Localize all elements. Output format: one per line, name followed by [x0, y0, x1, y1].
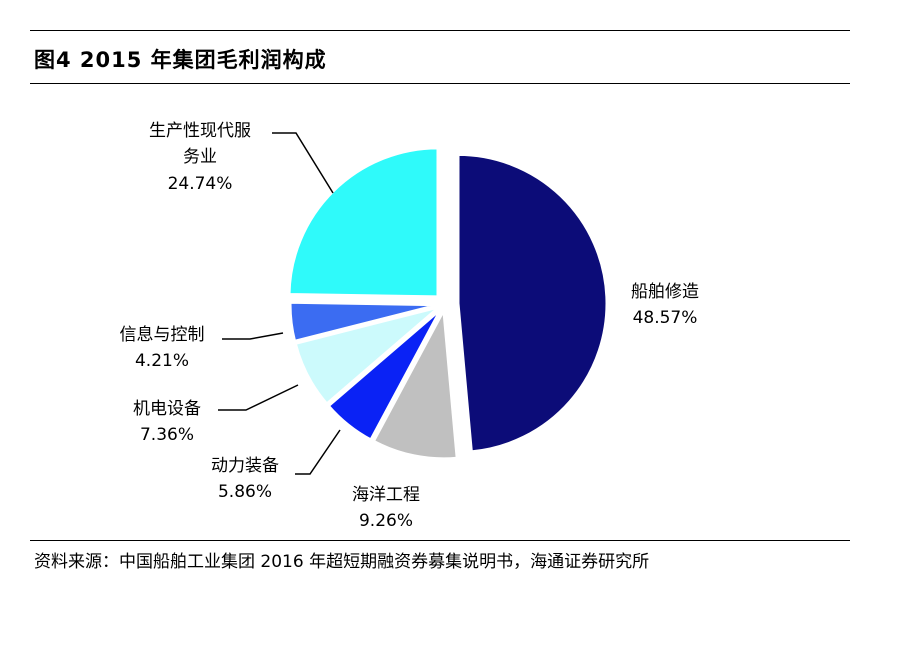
label-机电设备: 机电设备	[133, 399, 201, 419]
value-动力装备: 5.86%	[218, 482, 272, 502]
value-信息与控制: 4.21%	[135, 351, 189, 371]
label-服务业-line1: 生产性现代服	[149, 121, 251, 141]
pie-slice-动力装备	[326, 307, 443, 443]
label-船舶修造: 船舶修造	[631, 282, 699, 302]
value-海洋工程: 9.26%	[359, 511, 413, 531]
pie-slice-信息与控制	[288, 300, 440, 344]
label-海洋工程: 海洋工程	[352, 485, 420, 505]
leader-line-power	[295, 429, 341, 475]
pie-slice-海洋工程	[371, 304, 459, 461]
leader-line-service	[272, 132, 334, 194]
pie-slice-机电设备	[293, 305, 441, 407]
title-rule	[30, 83, 850, 84]
top-rule	[30, 30, 850, 31]
bottom-rule	[30, 540, 850, 541]
label-信息与控制: 信息与控制	[120, 325, 205, 345]
label-动力装备: 动力装备	[211, 456, 279, 476]
leader-line-info	[222, 332, 284, 340]
label-服务业-line2: 务业	[183, 147, 217, 167]
pie-slice-船舶修造	[456, 152, 609, 454]
value-服务业: 24.74%	[168, 174, 233, 194]
value-船舶修造: 48.57%	[633, 308, 698, 328]
chart-title: 图4 2015 年集团毛利润构成	[34, 48, 327, 72]
pie-slice-生产性现代服务业	[287, 146, 440, 299]
leader-line-electro	[218, 384, 299, 411]
value-机电设备: 7.36%	[140, 425, 194, 445]
source-note: 资料来源：中国船舶工业集团 2016 年超短期融资券募集说明书，海通证券研究所	[34, 552, 650, 572]
